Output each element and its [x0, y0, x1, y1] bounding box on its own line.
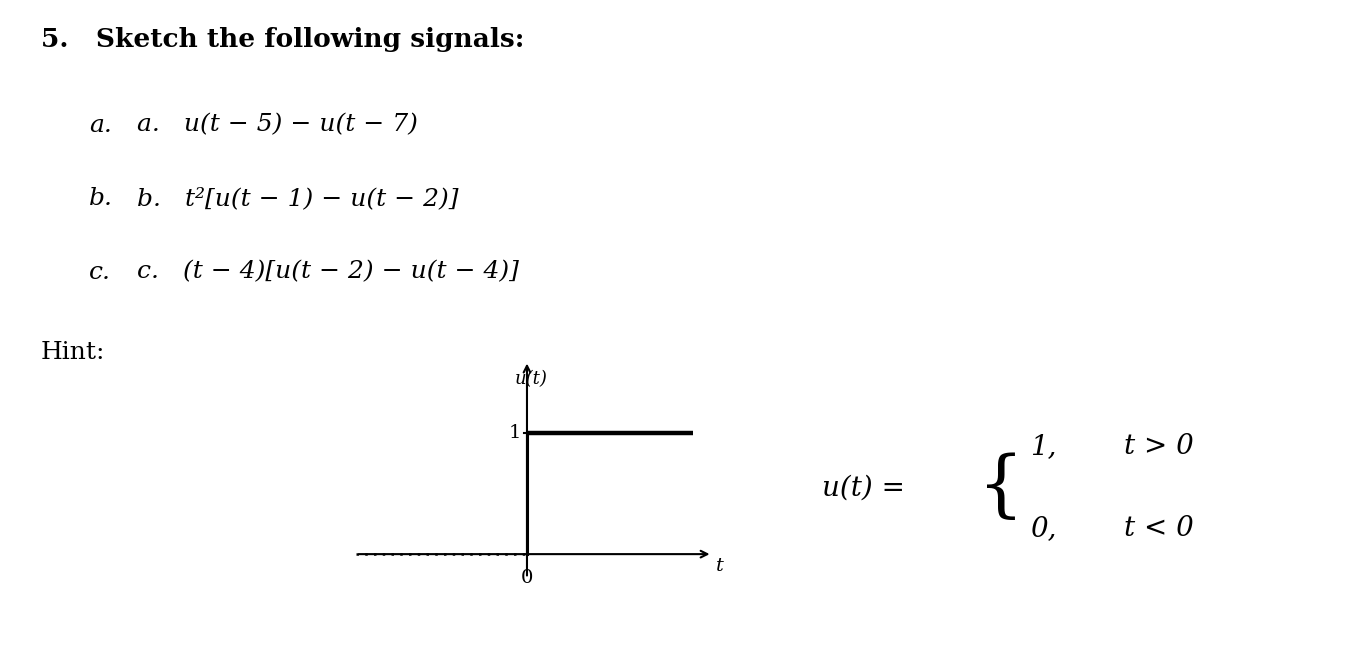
Text: b.   t²[u(t − 1) − u(t − 2)]: b. t²[u(t − 1) − u(t − 2)] [137, 187, 459, 210]
Text: t > 0: t > 0 [1123, 433, 1193, 460]
Text: 0,: 0, [1030, 515, 1056, 542]
Text: {: { [978, 452, 1025, 523]
Text: 5.   Sketch the following signals:: 5. Sketch the following signals: [41, 27, 525, 51]
Text: a.: a. [89, 114, 112, 136]
Text: c.   (t − 4)[u(t − 2) − u(t − 4)]: c. (t − 4)[u(t − 2) − u(t − 4)] [137, 261, 519, 283]
Text: 1: 1 [508, 424, 521, 442]
Text: u(t): u(t) [515, 370, 548, 388]
Text: t < 0: t < 0 [1123, 515, 1193, 542]
Text: b.: b. [89, 187, 114, 210]
Text: t: t [717, 556, 725, 574]
Text: u(t) =: u(t) = [822, 474, 904, 501]
Text: 1,: 1, [1030, 433, 1056, 460]
Text: 0: 0 [521, 568, 533, 587]
Text: Hint:: Hint: [41, 341, 105, 363]
Text: a.   u(t − 5) − u(t − 7): a. u(t − 5) − u(t − 7) [137, 114, 418, 136]
Text: c.: c. [89, 261, 111, 283]
